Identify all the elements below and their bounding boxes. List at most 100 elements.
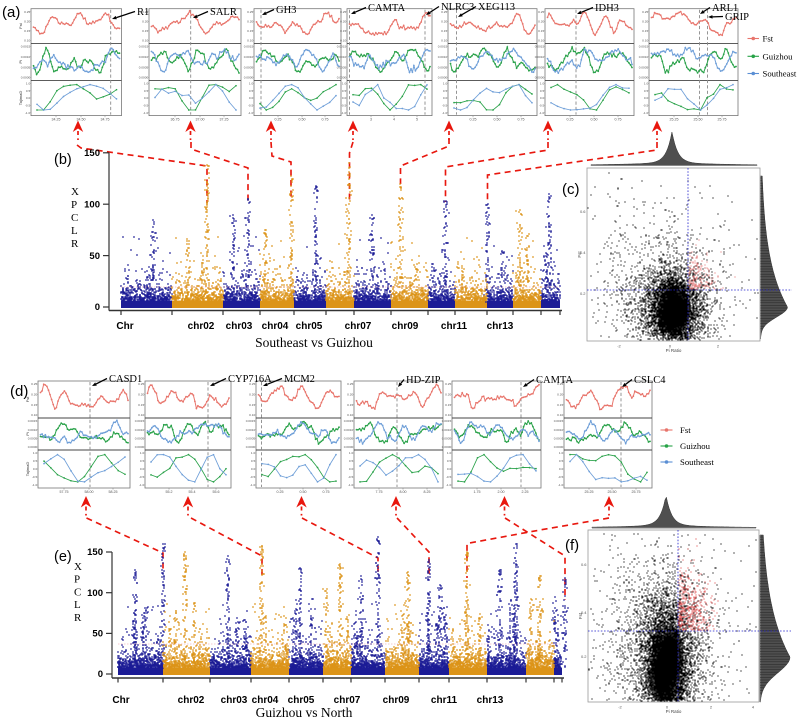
svg-text:0.5: 0.5 <box>644 89 649 93</box>
svg-text:0.0000: 0.0000 <box>344 445 354 449</box>
svg-text:0.5: 0.5 <box>26 89 31 93</box>
svg-text:0.0010: 0.0010 <box>139 55 149 59</box>
svg-text:(d): (d) <box>10 383 28 400</box>
svg-text:chr05: chr05 <box>288 695 315 706</box>
svg-text:1.0: 1.0 <box>447 451 452 455</box>
svg-text:0.0005: 0.0005 <box>139 65 149 69</box>
svg-text:CASD1: CASD1 <box>109 374 142 385</box>
svg-text:0.0: 0.0 <box>144 96 149 100</box>
svg-text:Pi Ratio: Pi Ratio <box>666 709 682 714</box>
svg-text:chr03: chr03 <box>226 321 253 332</box>
svg-text:0.5: 0.5 <box>443 89 448 93</box>
svg-text:0.0000: 0.0000 <box>21 76 31 80</box>
svg-text:0.25: 0.25 <box>249 382 255 386</box>
svg-text:0.5: 0.5 <box>349 459 354 463</box>
svg-text:(f): (f) <box>565 537 579 554</box>
svg-text:1.0: 1.0 <box>26 82 31 86</box>
svg-text:chr04: chr04 <box>262 321 289 332</box>
svg-text:Fst: Fst <box>577 251 582 258</box>
svg-text:Southeast vs Guizhou: Southeast vs Guizhou <box>255 335 373 350</box>
svg-text:0.25: 0.25 <box>642 10 648 14</box>
svg-text:CYP716A: CYP716A <box>228 374 272 385</box>
svg-text:0.2: 0.2 <box>580 291 586 296</box>
svg-text:-1.0: -1.0 <box>250 483 256 487</box>
svg-text:3: 3 <box>370 118 372 122</box>
svg-text:R1: R1 <box>137 7 149 18</box>
svg-text:SALR: SALR <box>210 7 237 18</box>
svg-text:-1.0: -1.0 <box>143 111 149 115</box>
svg-text:0.0010: 0.0010 <box>246 428 256 432</box>
svg-text:chr11: chr11 <box>441 321 468 332</box>
svg-text:0.0000: 0.0000 <box>554 445 564 449</box>
svg-text:0.25: 0.25 <box>138 382 144 386</box>
svg-text:0.75: 0.75 <box>518 118 525 122</box>
svg-text:0.25: 0.25 <box>247 10 253 14</box>
svg-text:0.0015: 0.0015 <box>28 419 38 423</box>
svg-text:-1.0: -1.0 <box>558 483 564 487</box>
svg-text:-1.0: -1.0 <box>539 111 545 115</box>
svg-text:1.0: 1.0 <box>540 82 545 86</box>
svg-text:4: 4 <box>752 705 755 710</box>
svg-text:2: 2 <box>710 705 713 710</box>
svg-text:150: 150 <box>84 148 100 159</box>
svg-text:0.25: 0.25 <box>347 382 353 386</box>
svg-text:-0.5: -0.5 <box>539 104 545 108</box>
svg-text:X: X <box>71 186 79 198</box>
svg-text:chr09: chr09 <box>383 695 410 706</box>
svg-text:0.25: 0.25 <box>142 10 148 14</box>
svg-text:1.0: 1.0 <box>349 451 354 455</box>
svg-text:25.75: 25.75 <box>718 118 727 122</box>
svg-text:0.0: 0.0 <box>342 96 347 100</box>
svg-text:0.15: 0.15 <box>557 403 563 407</box>
svg-text:L: L <box>71 225 78 237</box>
svg-text:0.25: 0.25 <box>441 10 447 14</box>
svg-text:0.15: 0.15 <box>24 29 30 33</box>
svg-text:-0.5: -0.5 <box>348 475 354 479</box>
svg-text:0.20: 0.20 <box>347 393 353 397</box>
svg-text:0.25: 0.25 <box>275 118 282 122</box>
svg-text:0.0010: 0.0010 <box>639 55 649 59</box>
svg-text:0: 0 <box>669 344 672 349</box>
svg-text:-1.0: -1.0 <box>341 111 347 115</box>
svg-text:36.75: 36.75 <box>171 118 180 122</box>
svg-text:0.15: 0.15 <box>441 29 447 33</box>
svg-text:0.0010: 0.0010 <box>438 55 448 59</box>
svg-text:0.6: 0.6 <box>580 209 586 214</box>
svg-text:0.25: 0.25 <box>538 10 544 14</box>
svg-text:0.0010: 0.0010 <box>21 55 31 59</box>
svg-text:1.0: 1.0 <box>559 451 564 455</box>
svg-text:chr05: chr05 <box>296 321 323 332</box>
svg-text:0.0: 0.0 <box>540 96 545 100</box>
svg-text:0.0015: 0.0015 <box>244 45 254 49</box>
svg-text:chr02: chr02 <box>178 695 205 706</box>
svg-text:0.0: 0.0 <box>249 96 254 100</box>
svg-text:55.2: 55.2 <box>166 490 173 494</box>
svg-text:0.10: 0.10 <box>340 39 346 43</box>
svg-text:55.4: 55.4 <box>189 490 196 494</box>
svg-text:0.0015: 0.0015 <box>639 45 649 49</box>
svg-text:57.75: 57.75 <box>60 490 69 494</box>
svg-text:P: P <box>71 199 77 211</box>
svg-text:0.10: 0.10 <box>347 413 353 417</box>
svg-text:0.20: 0.20 <box>538 20 544 24</box>
svg-text:-0.5: -0.5 <box>32 475 38 479</box>
svg-text:0.0: 0.0 <box>443 96 448 100</box>
svg-text:0.0015: 0.0015 <box>344 419 354 423</box>
svg-text:0.15: 0.15 <box>247 29 253 33</box>
svg-text:25.75: 25.75 <box>632 490 641 494</box>
svg-text:0.5: 0.5 <box>559 459 564 463</box>
svg-text:0.15: 0.15 <box>31 403 37 407</box>
svg-text:-2: -2 <box>617 344 621 349</box>
svg-text:8.00: 8.00 <box>400 490 407 494</box>
svg-text:Guizhou vs North: Guizhou vs North <box>256 705 353 720</box>
svg-text:0.25: 0.25 <box>24 10 30 14</box>
svg-text:0.15: 0.15 <box>347 403 353 407</box>
svg-text:GRIP: GRIP <box>725 12 749 23</box>
svg-text:0.25: 0.25 <box>470 118 477 122</box>
svg-text:TajimaD: TajimaD <box>18 91 23 106</box>
svg-text:0.0000: 0.0000 <box>28 445 38 449</box>
svg-text:0.0015: 0.0015 <box>246 419 256 423</box>
svg-text:0.0010: 0.0010 <box>244 55 254 59</box>
svg-text:0.10: 0.10 <box>642 39 648 43</box>
svg-text:0.25: 0.25 <box>557 382 563 386</box>
